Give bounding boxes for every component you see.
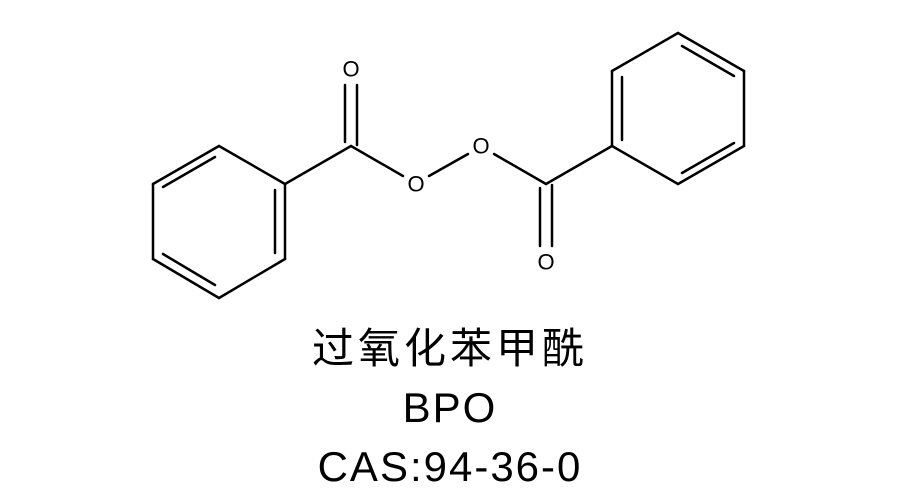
chemical-cas: CAS:94-36-0 <box>312 438 588 497</box>
svg-text:O: O <box>472 134 489 159</box>
svg-text:O: O <box>537 250 554 275</box>
chemical-labels: 过氧化苯甲酰 BPO CAS:94-36-0 <box>312 320 588 496</box>
chemical-card: O O O O 过氧化苯甲酰 BPO CAS:94-36-0 <box>0 0 900 500</box>
chemical-name-cn: 过氧化苯甲酰 <box>312 320 588 379</box>
chemical-structure-diagram: O O O O <box>60 30 840 310</box>
svg-text:O: O <box>342 57 359 82</box>
chemical-abbrev: BPO <box>312 379 588 438</box>
svg-text:O: O <box>407 172 424 197</box>
